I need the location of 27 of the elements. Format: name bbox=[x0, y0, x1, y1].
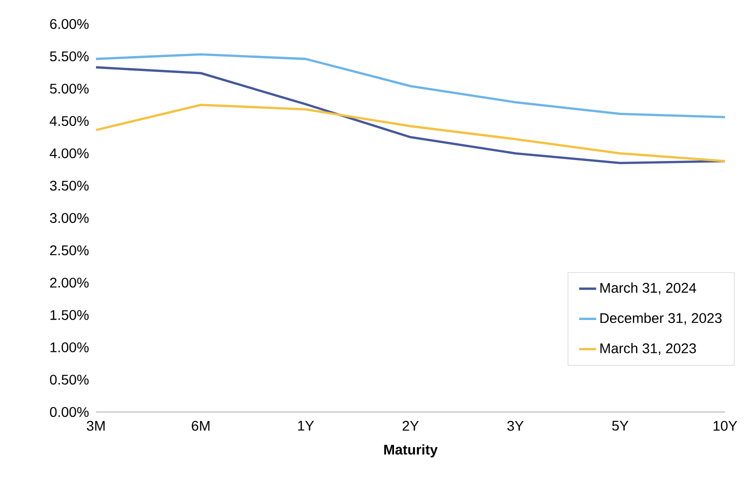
x-tick-label: 3Y bbox=[507, 420, 524, 431]
x-tick-label: 2Y bbox=[402, 420, 419, 431]
x-tick-label: 1Y bbox=[298, 420, 314, 430]
x-axis-title: Maturity bbox=[384, 444, 438, 458]
legend-label: March 31, 2023 bbox=[600, 343, 696, 355]
y-tick-label: 5.00% bbox=[50, 84, 89, 94]
y-tick-label: 6.00% bbox=[50, 19, 89, 29]
y-tick-label: 1.50% bbox=[50, 310, 89, 320]
y-tick-label: 3.00% bbox=[50, 213, 89, 223]
y-tick-label: 1.00% bbox=[50, 342, 89, 352]
line-series bbox=[94, 53, 726, 118]
x-tick-label: 10Y bbox=[714, 420, 738, 431]
y-tick-label: 3.50% bbox=[50, 180, 89, 191]
x-tick-label: 3M bbox=[86, 420, 105, 431]
x-tick-label: 5Y bbox=[612, 420, 628, 431]
y-tick-label: 0.00% bbox=[50, 407, 89, 417]
y-tick-label: 0.50% bbox=[50, 374, 89, 385]
legend-label: March 31, 2024 bbox=[600, 282, 696, 294]
line-series bbox=[94, 66, 726, 164]
y-tick-label: 2.50% bbox=[50, 245, 89, 256]
y-tick-label: 4.00% bbox=[50, 148, 89, 158]
line-series bbox=[94, 104, 726, 162]
legend-label: December 31, 2023 bbox=[600, 312, 722, 325]
y-tick-label: 5.50% bbox=[50, 51, 89, 62]
x-tick-label: 6M bbox=[192, 420, 210, 431]
y-tick-label: 4.50% bbox=[50, 116, 89, 126]
y-tick-label: 2.00% bbox=[50, 278, 89, 288]
